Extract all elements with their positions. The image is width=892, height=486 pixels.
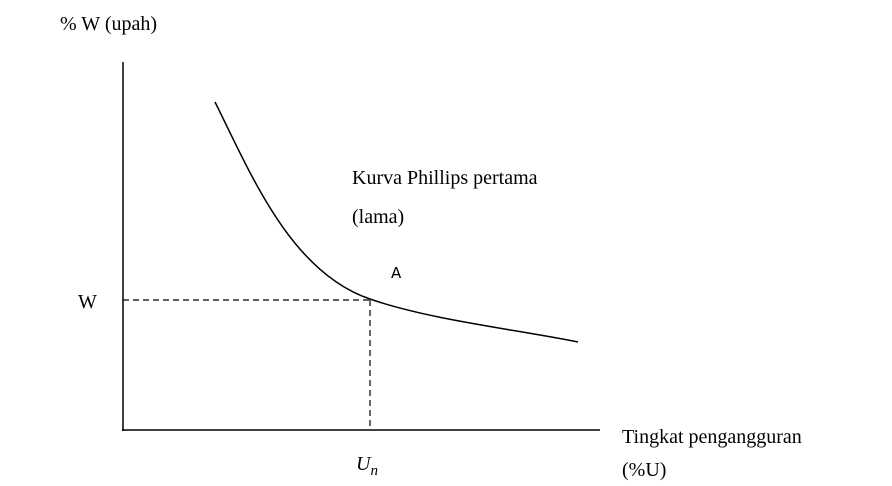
- phillips-curve: [214, 101, 579, 343]
- y-axis-label: % W (upah): [60, 13, 157, 35]
- x-axis-label: (%U): [622, 459, 666, 481]
- curve-label: Kurva Phillips pertama: [352, 167, 538, 189]
- curve-label: (lama): [352, 206, 404, 228]
- x-mark: Un: [356, 453, 378, 479]
- point-label: A: [391, 264, 402, 282]
- x-mark-base: U: [356, 453, 372, 475]
- x-axis-label: Tingkat pengangguran: [622, 426, 802, 448]
- x-mark-subscript: n: [370, 463, 378, 479]
- y-mark: W: [78, 291, 97, 313]
